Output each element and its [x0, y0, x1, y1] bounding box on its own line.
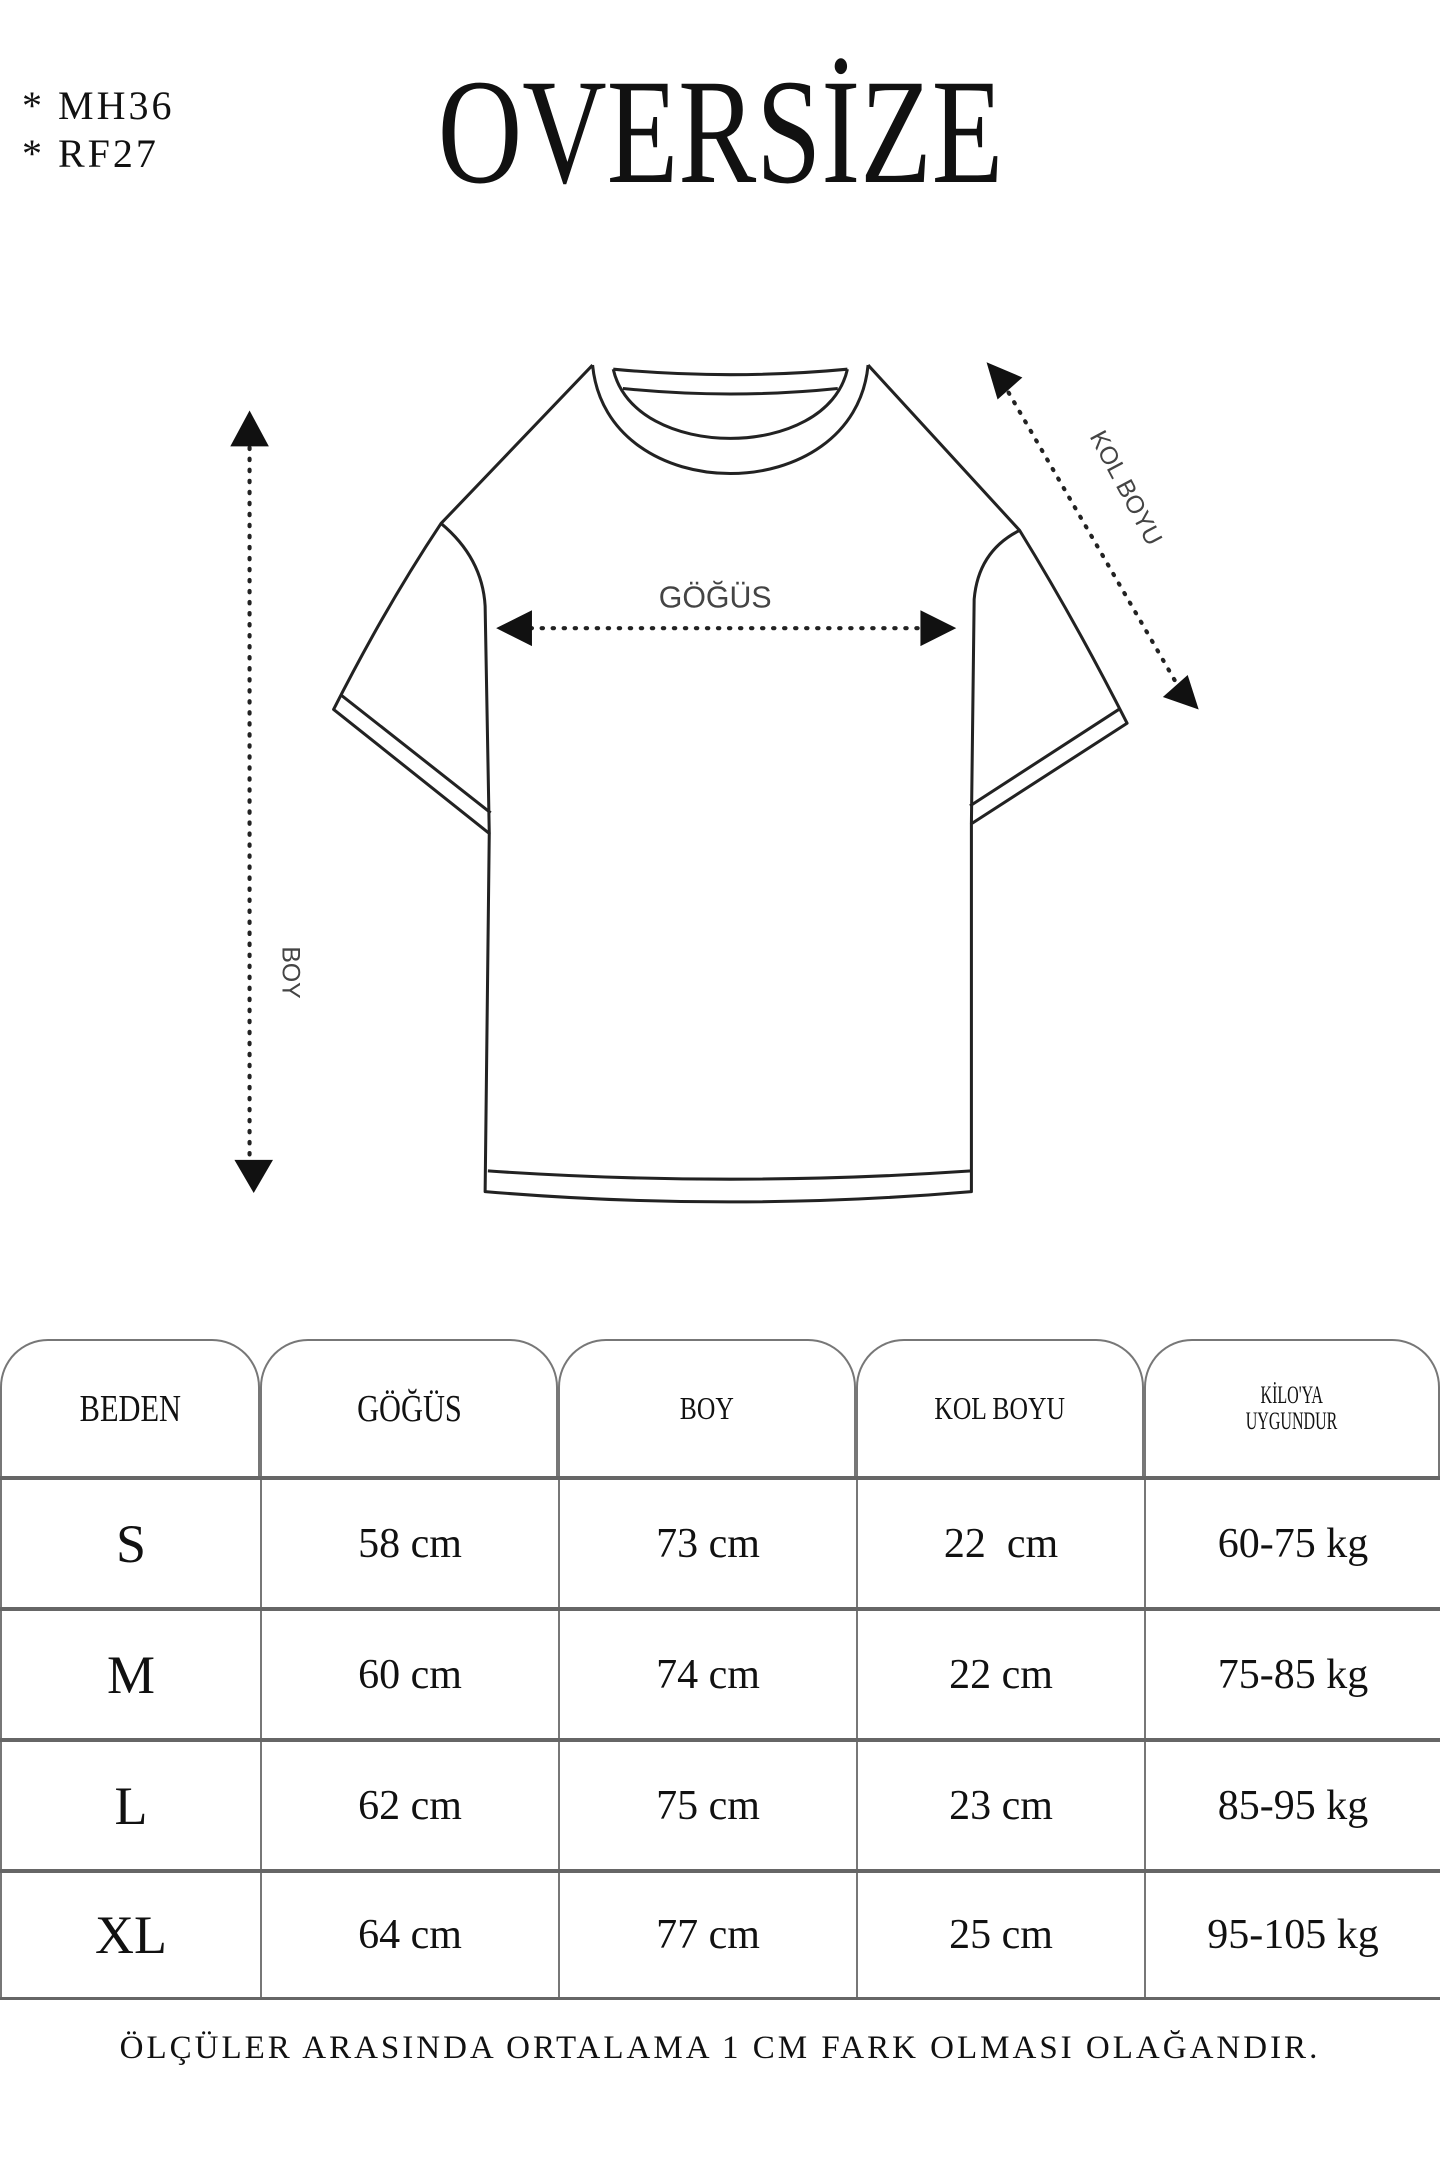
right-sleeve-cuff — [969, 708, 1120, 808]
size-cell: M — [0, 1611, 260, 1738]
value-cell: 23 cm — [856, 1742, 1144, 1869]
code-rf27: * RF27 — [22, 131, 159, 176]
header-kilo-line1: KİLO'YA — [1260, 1381, 1324, 1409]
footer-note: ÖLÇÜLER ARASINDA ORTALAMA 1 CM FARK OLMA… — [119, 2030, 1321, 2066]
chest-label: GÖĞÜS — [659, 582, 772, 615]
left-sleeve-cuff — [340, 694, 492, 814]
header-kol-boyu-text: KOL BOYU — [934, 1390, 1066, 1426]
code-mh36: * MH36 — [22, 83, 175, 128]
collar-inner — [611, 368, 849, 440]
value-cell: 75-85 kg — [1144, 1611, 1440, 1738]
table-row: S 58 cm 73 cm 22 cm 60-75 kg — [0, 1476, 1440, 1607]
table-row: L 62 cm 75 cm 23 cm 85-95 kg — [0, 1738, 1440, 1869]
value-cell: 58 cm — [260, 1480, 558, 1607]
table-header: BEDEN GÖĞÜS BOY KOL BOYU KİLO'YA UYGUNDUR — [0, 1339, 1440, 1476]
length-label: BOY — [277, 946, 304, 998]
left-armhole — [440, 522, 491, 834]
value-cell: 64 cm — [260, 1873, 558, 1997]
arrow-down-icon — [234, 1159, 273, 1193]
table-row: M 60 cm 74 cm 22 cm 75-85 kg — [0, 1607, 1440, 1738]
value-cell: 95-105 kg — [1144, 1873, 1440, 1997]
page-title: OVERSİZE — [0, 52, 1440, 212]
arrow-up-left-icon — [986, 362, 1023, 400]
header-beden-text: BEDEN — [79, 1387, 181, 1430]
arrow-right-icon — [920, 610, 957, 647]
value-cell: 85-95 kg — [1144, 1742, 1440, 1869]
tshirt-outline — [332, 364, 1129, 1204]
value-cell: 22 cm — [856, 1611, 1144, 1738]
size-cell: L — [0, 1742, 260, 1869]
hem-line — [487, 1169, 972, 1181]
value-cell: 74 cm — [558, 1611, 856, 1738]
arrow-up-icon — [230, 410, 269, 447]
sleeve-label: KOL BOYU — [1084, 426, 1167, 550]
size-table: BEDEN GÖĞÜS BOY KOL BOYU KİLO'YA UYGUNDUR… — [0, 1339, 1440, 2000]
header-gogus: GÖĞÜS — [260, 1339, 558, 1476]
header-boy: BOY — [558, 1339, 856, 1476]
header-boy-text: BOY — [679, 1390, 735, 1426]
value-cell: 25 cm — [856, 1873, 1144, 1997]
right-armhole — [969, 529, 1021, 824]
header-gogus-text: GÖĞÜS — [356, 1387, 462, 1430]
value-cell: 73 cm — [558, 1480, 856, 1607]
value-cell: 60 cm — [260, 1611, 558, 1738]
product-codes: * MH36 * RF27 — [22, 82, 174, 178]
sleeve-measure-line — [1006, 390, 1181, 689]
header-kilo-line2: UYGUNDUR — [1246, 1407, 1338, 1435]
value-cell: 22 cm — [856, 1480, 1144, 1607]
header-kilo: KİLO'YA UYGUNDUR — [1144, 1339, 1440, 1476]
collar-outer — [591, 364, 870, 476]
table-row: XL 64 cm 77 cm 25 cm 95-105 kg — [0, 1869, 1440, 2000]
size-cell: XL — [0, 1873, 260, 1997]
page-title-text: OVERSİZE — [437, 49, 1003, 215]
arrow-down-right-icon — [1162, 675, 1199, 710]
header-kol-boyu: KOL BOYU — [856, 1339, 1144, 1476]
value-cell: 60-75 kg — [1144, 1480, 1440, 1607]
size-cell: S — [0, 1480, 260, 1607]
arrow-left-icon — [496, 610, 532, 647]
value-cell: 75 cm — [558, 1742, 856, 1869]
value-cell: 77 cm — [558, 1873, 856, 1997]
back-neck — [613, 367, 848, 396]
value-cell: 62 cm — [260, 1742, 558, 1869]
header-kilo-text: KİLO'YA UYGUNDUR — [1235, 1381, 1349, 1435]
header-beden: BEDEN — [0, 1339, 260, 1476]
